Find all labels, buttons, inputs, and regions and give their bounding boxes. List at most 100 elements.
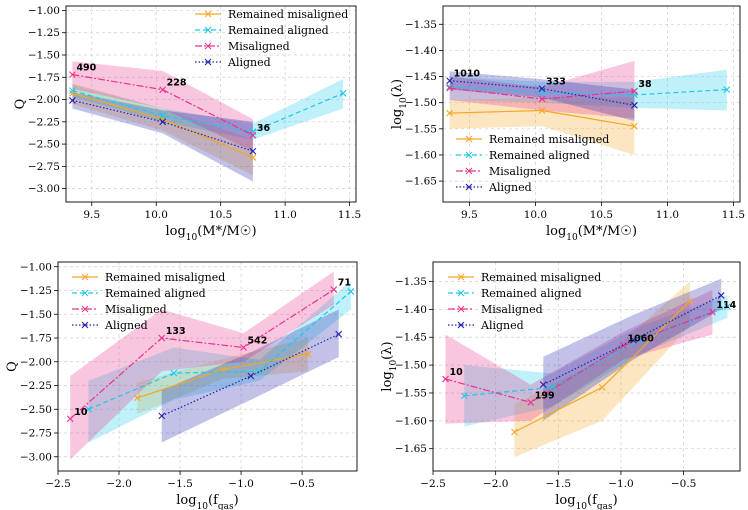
- y-axis-label: Q: [5, 361, 20, 372]
- y-tick-label: −1.25: [28, 27, 60, 39]
- series-line-aligned: [161, 333, 339, 417]
- axes-frame: [65, 5, 357, 203]
- x-marker-stroke: [158, 334, 166, 342]
- y-tick-label: −2.25: [20, 380, 52, 392]
- x-marker-stroke: [457, 273, 465, 281]
- x-tick-label: 11.5: [722, 209, 745, 221]
- legend-label: Remained aligned: [105, 287, 206, 300]
- y-tick-label: −1.60: [395, 415, 427, 427]
- y-tick-label: −1.35: [405, 19, 437, 31]
- panel-tl: 490 228 36 9.5 10.0 10.5 11.0 11.5 −1.00 −1.25 −1.…: [13, 5, 361, 243]
- series-line-remained-aligned: [449, 86, 727, 96]
- y-tick-label: −1.50: [405, 97, 437, 109]
- x-tick-label: −1.5: [546, 478, 572, 490]
- error-band-aligned: [449, 71, 635, 121]
- y-tick-label: −1.75: [20, 333, 52, 345]
- y-tick-label: −3.00: [28, 183, 60, 195]
- x-marker-stroke: [81, 289, 89, 297]
- x-marker-stroke: [539, 381, 547, 389]
- plot-area: [446, 60, 731, 155]
- x-tick-label: −2.0: [106, 478, 132, 490]
- y-tick-label: −2.75: [28, 161, 60, 173]
- y-tick-label: −1.35: [395, 276, 427, 288]
- legend-label: Remained misaligned: [481, 271, 601, 284]
- legend-label: Misaligned: [481, 303, 543, 316]
- x-label-sub: 10: [197, 502, 209, 510]
- count-annotation: 333: [546, 77, 566, 88]
- plot-area: [66, 271, 355, 460]
- x-label-part: log: [165, 224, 185, 239]
- x-label-part: (f: [587, 493, 598, 508]
- count-annotation: 490: [76, 63, 96, 74]
- y-tick-label: −2.00: [28, 94, 60, 106]
- x-marker-stroke: [159, 86, 167, 94]
- y-label-part: log: [380, 371, 395, 391]
- y-tick-label: −1.00: [20, 261, 52, 273]
- x-tick-label: −2.5: [45, 478, 71, 490]
- x-marker-stroke: [465, 167, 473, 175]
- x-marker-stroke: [69, 71, 76, 78]
- x-marker-stroke: [709, 308, 716, 316]
- x-label-part: ): [234, 493, 239, 508]
- count-annotation: 38: [638, 79, 652, 90]
- count-annotation: 10: [450, 367, 464, 378]
- y-axis-label: Q: [13, 99, 28, 110]
- x-marker-stroke: [249, 131, 257, 139]
- x-tick-label: −1.5: [167, 478, 193, 490]
- legend-label: Misaligned: [489, 165, 551, 178]
- error-band-misaligned: [445, 289, 713, 424]
- x-marker-stroke: [527, 399, 535, 406]
- legend: Remained misaligned Remained aligned Misal…: [456, 133, 609, 194]
- series-line-misaligned: [69, 289, 335, 420]
- x-tick-label: 10.0: [145, 209, 168, 221]
- y-label-sub: 10: [399, 97, 409, 109]
- x-tick-label: 9.5: [461, 209, 478, 221]
- x-marker-stroke: [457, 321, 465, 329]
- x-label-part: log: [176, 493, 196, 508]
- axes-frame: [442, 5, 741, 203]
- error-band-remained-aligned: [72, 79, 344, 140]
- x-tick-label: −0.5: [671, 478, 697, 490]
- x-marker-stroke: [630, 336, 637, 344]
- count-annotation: 36: [257, 123, 271, 134]
- x-marker-stroke: [204, 58, 212, 66]
- legend-label: Aligned: [104, 319, 148, 332]
- x-marker-stroke: [538, 95, 546, 103]
- error-band-remained-aligned: [88, 281, 351, 443]
- x-tick-label: 9.5: [83, 209, 100, 221]
- x-marker-stroke: [538, 85, 546, 92]
- x-marker-stroke: [85, 405, 92, 413]
- legend-label: Aligned: [227, 56, 271, 69]
- y-tick-label: −1.45: [395, 332, 427, 344]
- x-marker-stroke: [446, 83, 453, 91]
- series-line-remained-aligned: [72, 90, 344, 133]
- x-marker-stroke: [686, 297, 694, 305]
- error-band-misaligned: [70, 271, 334, 460]
- x-marker-stroke: [442, 375, 449, 383]
- x-marker-stroke: [170, 369, 178, 377]
- x-marker-stroke: [457, 289, 465, 297]
- x-axis-label: log10(fgas): [176, 493, 238, 510]
- legend: Remained misaligned Remained aligned Misal…: [448, 271, 601, 332]
- series-line-misaligned: [445, 311, 713, 404]
- x-marker-stroke: [717, 292, 725, 299]
- y-tick-label: −2.25: [28, 116, 60, 128]
- plot-area: [69, 61, 347, 182]
- count-annotation: 133: [166, 326, 186, 337]
- y-tick-label: −2.50: [28, 139, 60, 151]
- x-marker-stroke: [446, 84, 453, 92]
- plot-area: [442, 278, 731, 458]
- error-band-aligned: [72, 92, 253, 182]
- x-marker-stroke: [631, 122, 638, 130]
- y-tick-label: −1.65: [395, 443, 427, 455]
- x-tick-label: 11.0: [273, 209, 296, 221]
- x-tick-label: 10.5: [590, 209, 613, 221]
- x-label-sub: 10: [566, 233, 578, 243]
- error-band-remained-aligned: [449, 69, 727, 111]
- y-tick-label: −1.25: [20, 285, 52, 297]
- y-tick-label: −1.50: [395, 360, 427, 372]
- y-label-sub: 10: [389, 360, 399, 372]
- x-marker-stroke: [81, 273, 89, 281]
- x-marker-stroke: [204, 26, 212, 34]
